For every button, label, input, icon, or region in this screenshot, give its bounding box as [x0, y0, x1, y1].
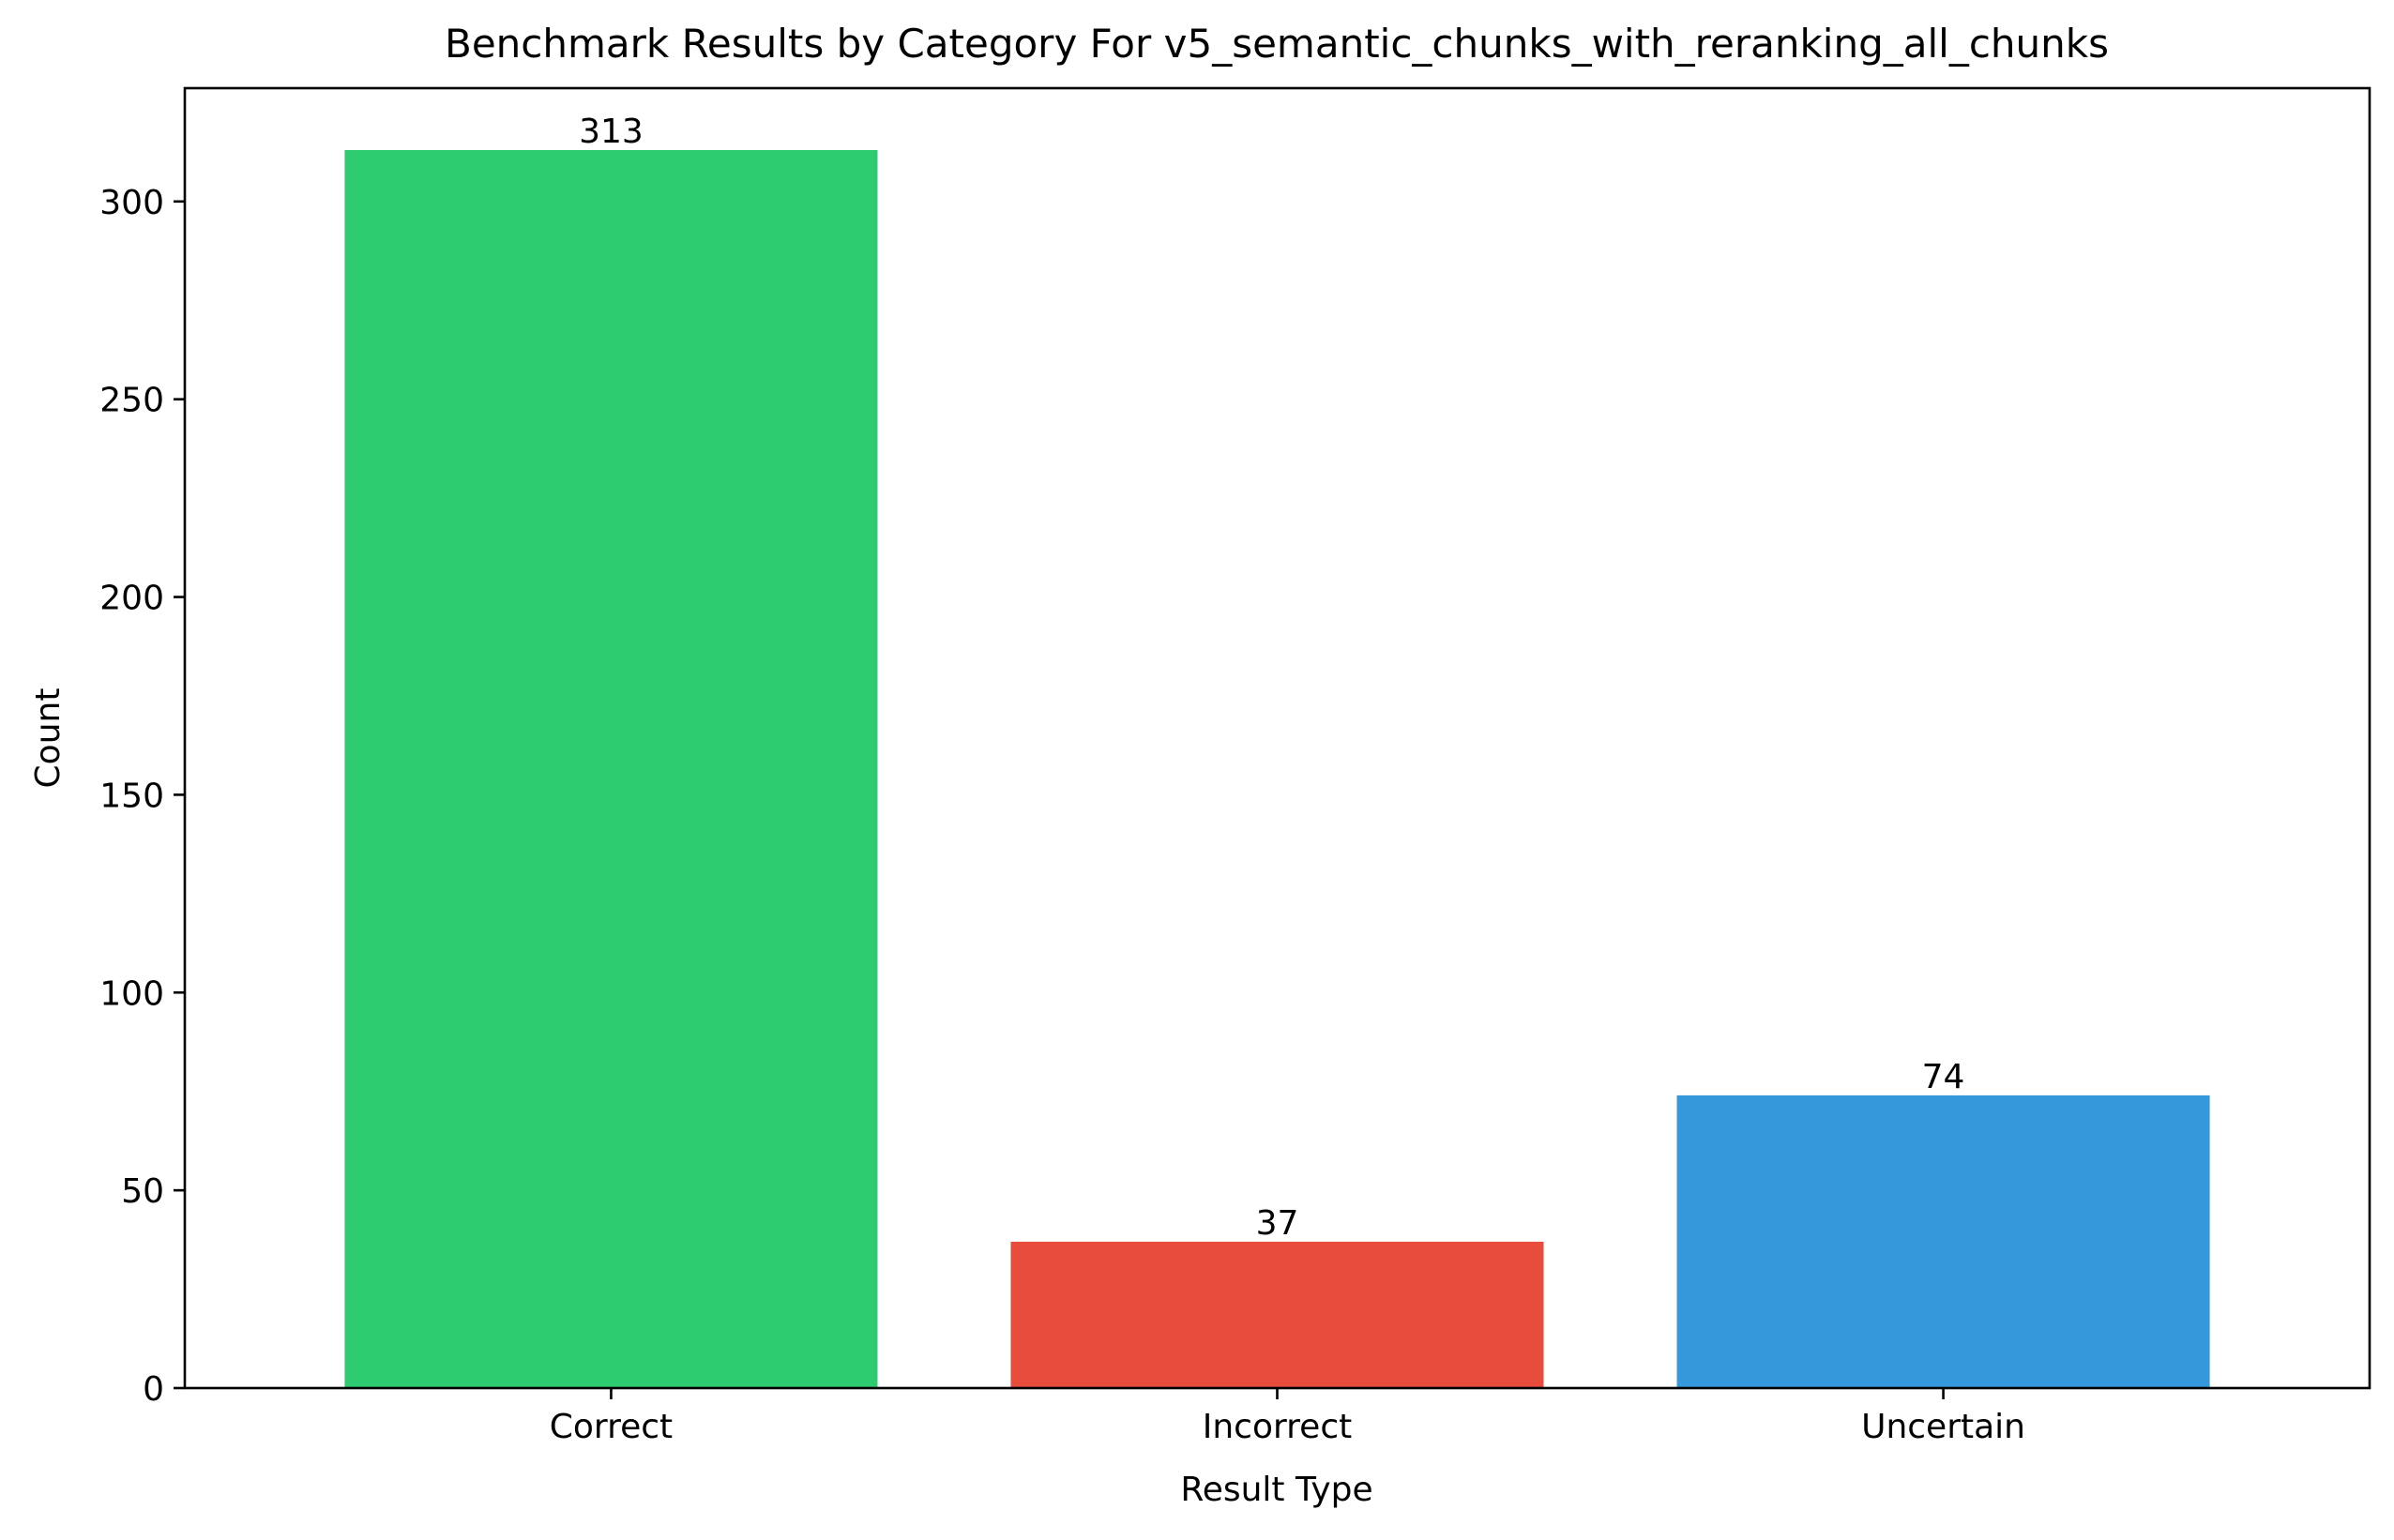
- y-tick-label-250: 250: [99, 382, 164, 420]
- x-axis-label: Result Type: [1180, 1471, 1372, 1509]
- y-tick-label-150: 150: [99, 777, 164, 815]
- x-tick-label-uncertain: Uncertain: [1861, 1408, 2025, 1446]
- bars-layer: [344, 150, 2210, 1388]
- x-axis: Correct Incorrect Uncertain: [550, 1388, 2025, 1446]
- bar-uncertain: [1676, 1095, 2210, 1388]
- value-label-incorrect: 37: [1256, 1204, 1299, 1243]
- y-tick-label-300: 300: [99, 184, 164, 222]
- y-tick-label-50: 50: [121, 1172, 164, 1211]
- y-tick-label-0: 0: [143, 1370, 164, 1409]
- y-tick-label-100: 100: [99, 974, 164, 1013]
- x-tick-label-correct: Correct: [550, 1408, 673, 1446]
- chart-title: Benchmark Results by Category For v5_sem…: [445, 21, 2109, 67]
- bar-correct: [344, 150, 878, 1388]
- value-label-uncertain: 74: [1922, 1058, 1965, 1096]
- x-tick-label-incorrect: Incorrect: [1203, 1408, 1353, 1446]
- y-axis: 0 50 100 150 200 250 300: [99, 184, 185, 1409]
- y-tick-label-200: 200: [99, 580, 164, 618]
- value-label-correct: 313: [579, 113, 644, 151]
- value-labels-layer: 313 37 74: [579, 113, 1964, 1243]
- bar-incorrect: [1010, 1241, 1544, 1388]
- y-axis-label: Count: [29, 688, 68, 789]
